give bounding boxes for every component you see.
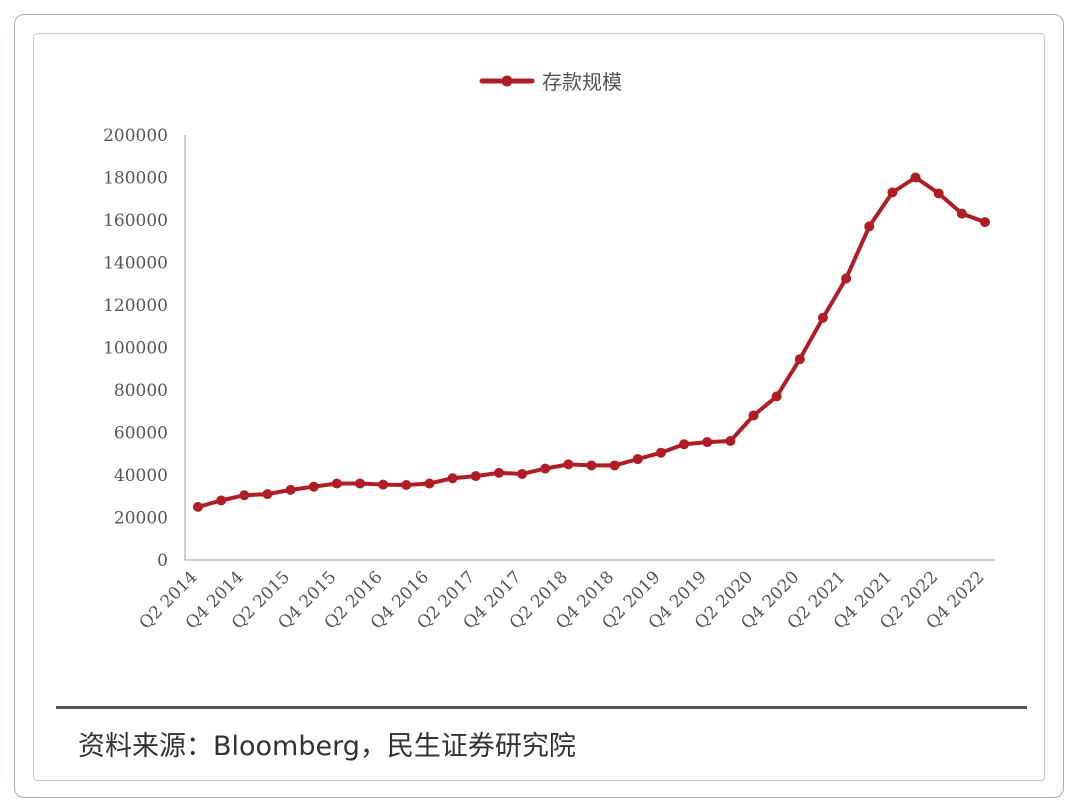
legend-marker (501, 75, 513, 87)
data-point (864, 221, 875, 232)
y-tick-label: 0 (157, 551, 168, 571)
data-point (401, 479, 412, 490)
data-point (748, 410, 759, 421)
data-point (586, 460, 597, 471)
data-point (702, 437, 713, 448)
data-point (378, 479, 389, 490)
data-point (285, 484, 296, 495)
y-tick-label: 40000 (114, 466, 168, 486)
data-point (655, 447, 666, 458)
y-tick-label: 200000 (103, 126, 168, 146)
data-point (609, 460, 620, 471)
y-tick-label: 100000 (103, 339, 168, 359)
data-point (216, 495, 227, 506)
data-point (956, 208, 967, 219)
y-tick-label: 120000 (103, 296, 168, 316)
y-tick-label: 180000 (103, 169, 168, 189)
data-point (933, 188, 944, 199)
data-point (887, 187, 898, 198)
data-point (239, 490, 250, 501)
data-point (262, 489, 273, 500)
y-tick-labels: 2000001800001600001400001200001000008000… (103, 126, 168, 571)
chart-card (33, 33, 1045, 781)
y-tick-label: 60000 (114, 424, 168, 444)
data-point (470, 471, 481, 482)
data-point (794, 354, 805, 365)
legend: 存款规模 (479, 70, 622, 94)
y-tick-label: 20000 (114, 509, 168, 529)
data-point (193, 501, 203, 512)
data-point (355, 478, 366, 489)
outer-frame (14, 14, 1064, 798)
data-point (331, 478, 342, 489)
series-deposit-scale (193, 172, 990, 512)
source-divider (56, 706, 1027, 709)
data-point (563, 459, 574, 470)
data-point (632, 454, 643, 465)
data-point (424, 478, 435, 489)
data-point (517, 468, 528, 479)
y-tick-label: 140000 (103, 254, 168, 274)
data-point (725, 436, 736, 446)
data-point (841, 273, 852, 284)
y-tick-label: 160000 (103, 211, 168, 231)
data-point (308, 481, 319, 492)
data-point (447, 473, 458, 484)
legend-label: 存款规模 (542, 70, 622, 94)
source-note: 资料来源：Bloomberg，民生证券研究院 (78, 731, 576, 762)
y-tick-label: 80000 (114, 381, 168, 401)
data-point (679, 439, 690, 450)
data-point (817, 312, 828, 323)
data-point (493, 467, 504, 478)
data-point (910, 172, 921, 183)
data-point (980, 217, 990, 228)
data-point (771, 391, 782, 402)
data-point (540, 463, 551, 474)
